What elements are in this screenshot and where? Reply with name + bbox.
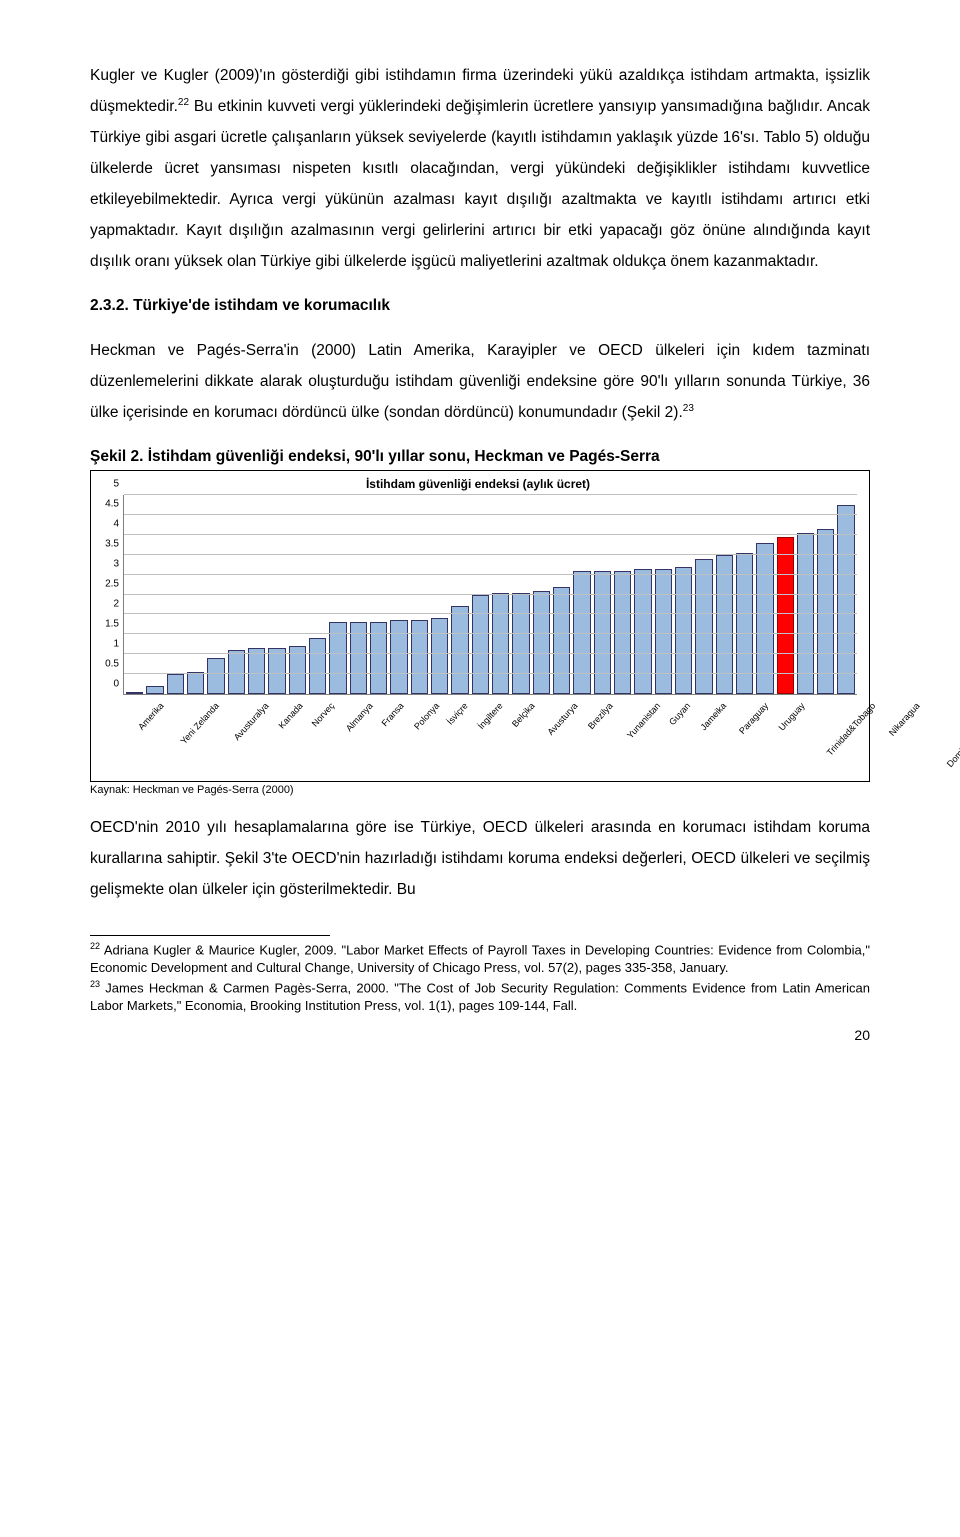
bar — [756, 543, 773, 694]
bar — [431, 618, 448, 694]
paragraph-1: Kugler ve Kugler (2009)'ın gösterdiği gi… — [90, 60, 870, 277]
bar — [207, 658, 224, 694]
footnote-22: 22 Adriana Kugler & Maurice Kugler, 2009… — [90, 940, 870, 976]
bar — [655, 569, 672, 694]
paragraph-2: Heckman ve Pagés-Serra'in (2000) Latin A… — [90, 335, 870, 428]
y-tick-label: 2.5 — [105, 579, 119, 590]
chart-source: Kaynak: Heckman ve Pagés-Serra (2000) — [90, 784, 870, 796]
bar — [451, 606, 468, 694]
bar — [268, 648, 285, 694]
bar — [573, 571, 590, 694]
bar — [533, 591, 550, 694]
bar — [675, 567, 692, 694]
bar — [309, 638, 326, 694]
grid-line — [124, 574, 857, 575]
x-axis-labels: AmerikaYeni ZelandaAvusturalyaKanadaNorv… — [123, 695, 857, 777]
y-axis: 00.511.522.533.544.55 — [99, 495, 123, 695]
y-tick-label: 2 — [113, 599, 119, 610]
footnote-22-text: Adriana Kugler & Maurice Kugler, 2009. "… — [90, 942, 870, 975]
bar — [390, 620, 407, 694]
chart-inner-title: İstihdam güvenliği endeksi (aylık ücret) — [99, 477, 857, 491]
grid-line — [124, 514, 857, 515]
bar — [411, 620, 428, 694]
bar — [634, 569, 651, 694]
y-tick-label: 3 — [113, 559, 119, 570]
bar — [594, 571, 611, 694]
bar — [126, 692, 143, 694]
bar — [777, 537, 794, 694]
chart-area: 00.511.522.533.544.55 — [99, 495, 857, 695]
bar — [492, 593, 509, 694]
page: Kugler ve Kugler (2009)'ın gösterdiği gi… — [0, 0, 960, 1083]
page-number: 20 — [90, 1027, 870, 1043]
paragraph-3: OECD'nin 2010 yılı hesaplamalarına göre … — [90, 812, 870, 905]
bar — [614, 571, 631, 694]
bar — [146, 686, 163, 694]
footnote-ref-22: 22 — [178, 97, 189, 108]
grid-line — [124, 673, 857, 674]
y-tick-label: 5 — [113, 479, 119, 490]
y-tick-label: 0 — [113, 679, 119, 690]
x-tick-label: Dominik Cumhuriyeti — [945, 701, 960, 818]
chart-title: Şekil 2. İstihdam güvenliği endeksi, 90'… — [90, 448, 870, 466]
para2-text: Heckman ve Pagés-Serra'in (2000) Latin A… — [90, 342, 870, 421]
y-tick-label: 1 — [113, 639, 119, 650]
grid-line — [124, 653, 857, 654]
grid-line — [124, 554, 857, 555]
grid-line — [124, 613, 857, 614]
bar — [248, 648, 265, 694]
grid-line — [124, 594, 857, 595]
bars-container — [124, 495, 857, 694]
bar — [512, 593, 529, 694]
grid-line — [124, 494, 857, 495]
para1-text-b: Bu etkinin kuvveti vergi yüklerindeki de… — [90, 98, 870, 270]
bar — [167, 674, 184, 694]
footnote-ref-23: 23 — [683, 403, 694, 414]
y-tick-label: 1.5 — [105, 619, 119, 630]
footnote-23-text: James Heckman & Carmen Pagès-Serra, 2000… — [90, 981, 870, 1014]
bar — [553, 587, 570, 694]
y-tick-label: 4.5 — [105, 499, 119, 510]
bar — [472, 595, 489, 695]
y-tick-label: 4 — [113, 519, 119, 530]
section-heading: 2.3.2. Türkiye'de istihdam ve korumacılı… — [90, 297, 870, 315]
chart-box: İstihdam güvenliği endeksi (aylık ücret)… — [90, 470, 870, 782]
bar — [228, 650, 245, 694]
footnote-23: 23 James Heckman & Carmen Pagès-Serra, 2… — [90, 978, 870, 1014]
grid-line — [124, 633, 857, 634]
grid-line — [124, 534, 857, 535]
plot-area — [123, 495, 857, 695]
footnote-22-num: 22 — [90, 941, 100, 951]
bar — [187, 672, 204, 694]
footnotes: 22 Adriana Kugler & Maurice Kugler, 2009… — [90, 935, 330, 1015]
y-tick-label: 3.5 — [105, 539, 119, 550]
y-tick-label: 0.5 — [105, 659, 119, 670]
footnote-23-num: 23 — [90, 979, 100, 989]
